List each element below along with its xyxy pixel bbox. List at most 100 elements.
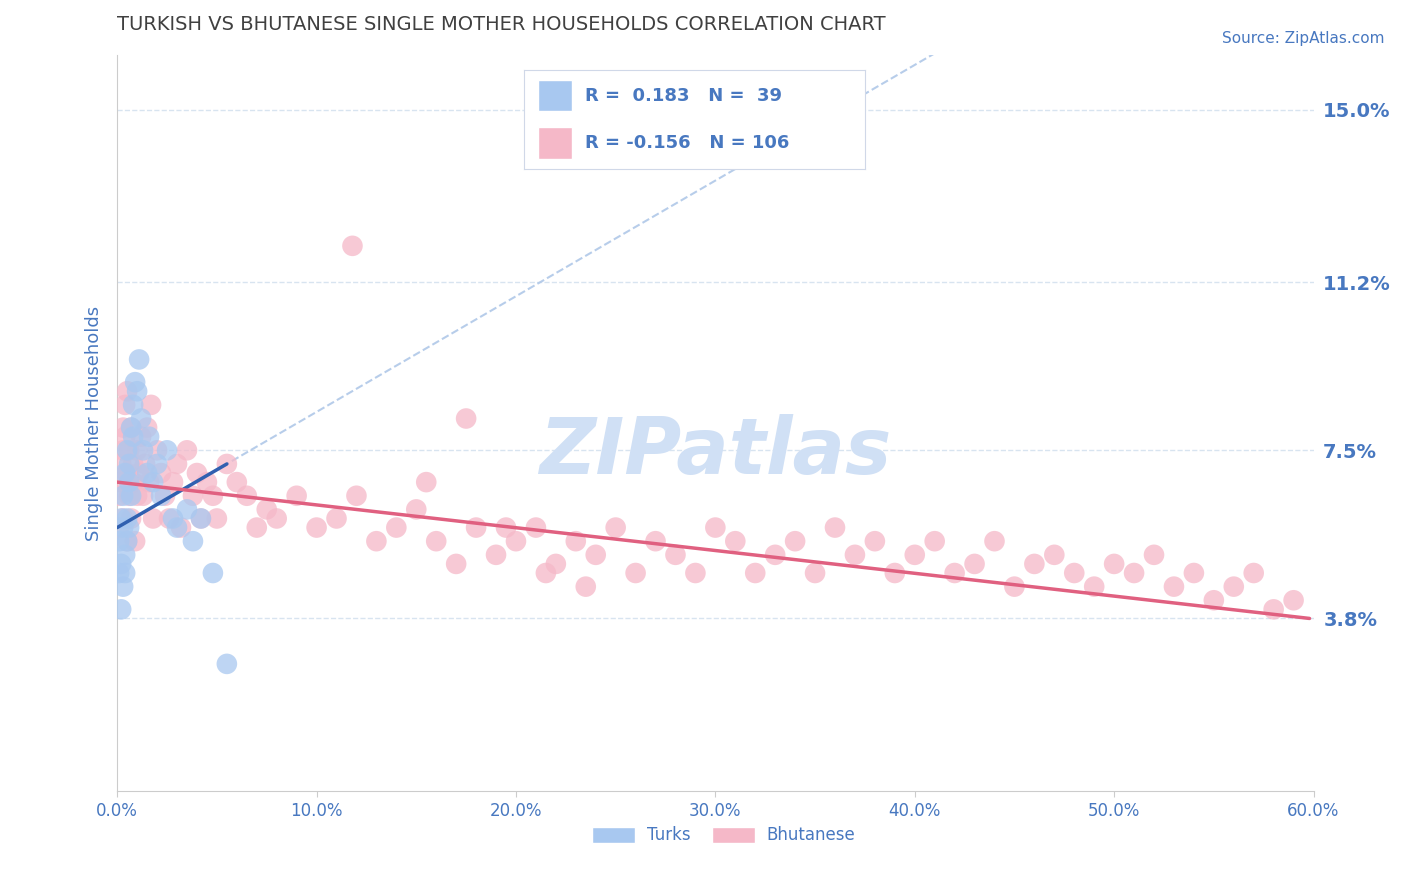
Point xyxy=(215,457,238,471)
Point xyxy=(108,489,131,503)
Point xyxy=(205,511,228,525)
Point xyxy=(181,489,204,503)
Point xyxy=(114,398,136,412)
Point xyxy=(763,548,786,562)
Point xyxy=(127,384,149,399)
Point xyxy=(118,443,141,458)
Point xyxy=(115,534,138,549)
Point xyxy=(114,430,136,444)
Text: TURKISH VS BHUTANESE SINGLE MOTHER HOUSEHOLDS CORRELATION CHART: TURKISH VS BHUTANESE SINGLE MOTHER HOUSE… xyxy=(117,15,886,34)
Point xyxy=(485,548,508,562)
Point xyxy=(138,475,160,489)
Point xyxy=(136,466,159,480)
Point xyxy=(122,398,145,412)
Point xyxy=(524,520,547,534)
Point xyxy=(156,443,179,458)
Point xyxy=(415,475,437,489)
Point xyxy=(108,566,131,580)
Point xyxy=(129,411,152,425)
Point xyxy=(134,457,156,471)
Point xyxy=(225,475,247,489)
Point xyxy=(983,534,1005,549)
Point xyxy=(176,443,198,458)
Point xyxy=(157,511,180,525)
Point xyxy=(534,566,557,580)
Point xyxy=(366,534,388,549)
Point xyxy=(115,511,138,525)
Point xyxy=(1004,580,1026,594)
Point xyxy=(108,534,131,549)
Point xyxy=(863,534,886,549)
Point xyxy=(112,511,135,525)
Point xyxy=(246,520,269,534)
Point xyxy=(115,384,138,399)
Point xyxy=(405,502,427,516)
Point xyxy=(883,566,905,580)
Point xyxy=(190,511,212,525)
Point xyxy=(118,489,141,503)
Text: ZIPatlas: ZIPatlas xyxy=(540,415,891,491)
Point xyxy=(128,352,150,367)
Point xyxy=(166,457,188,471)
Y-axis label: Single Mother Households: Single Mother Households xyxy=(86,305,103,541)
Point xyxy=(124,534,146,549)
Point xyxy=(136,420,159,434)
Point xyxy=(824,520,846,534)
Point xyxy=(176,502,198,516)
Point xyxy=(146,443,169,458)
Point xyxy=(495,520,517,534)
Point xyxy=(120,511,142,525)
Point xyxy=(139,398,162,412)
Point xyxy=(305,520,328,534)
Point xyxy=(644,534,666,549)
Point xyxy=(127,443,149,458)
Point xyxy=(181,534,204,549)
Point xyxy=(110,511,132,525)
Point xyxy=(146,457,169,471)
Point xyxy=(385,520,408,534)
Point xyxy=(1123,566,1146,580)
Point xyxy=(150,489,173,503)
Point xyxy=(1263,602,1285,616)
Point xyxy=(115,466,138,480)
Point xyxy=(664,548,686,562)
Point xyxy=(1223,580,1246,594)
Point xyxy=(963,557,986,571)
Point xyxy=(122,457,145,471)
Point xyxy=(153,489,176,503)
Point xyxy=(142,475,165,489)
Point xyxy=(110,475,132,489)
Point xyxy=(108,520,131,534)
Point xyxy=(1202,593,1225,607)
Point xyxy=(122,430,145,444)
Point xyxy=(122,475,145,489)
Point xyxy=(112,580,135,594)
Point xyxy=(118,475,141,489)
Point xyxy=(138,430,160,444)
Point xyxy=(465,520,488,534)
Point xyxy=(785,534,807,549)
Point xyxy=(112,443,135,458)
Point xyxy=(544,557,567,571)
Point xyxy=(844,548,866,562)
Point xyxy=(346,489,368,503)
Point xyxy=(114,466,136,480)
Text: Source: ZipAtlas.com: Source: ZipAtlas.com xyxy=(1222,31,1385,46)
Point xyxy=(195,475,218,489)
Point xyxy=(585,548,607,562)
Point xyxy=(1063,566,1085,580)
Point xyxy=(142,511,165,525)
Point xyxy=(1083,580,1105,594)
Point xyxy=(124,375,146,389)
Point xyxy=(110,602,132,616)
Point xyxy=(201,566,224,580)
Point xyxy=(120,420,142,434)
Point xyxy=(132,443,155,458)
Point xyxy=(186,466,208,480)
Point xyxy=(285,489,308,503)
Point xyxy=(1143,548,1166,562)
Point xyxy=(266,511,288,525)
Point xyxy=(1282,593,1305,607)
Point xyxy=(170,520,193,534)
Point xyxy=(325,511,347,525)
